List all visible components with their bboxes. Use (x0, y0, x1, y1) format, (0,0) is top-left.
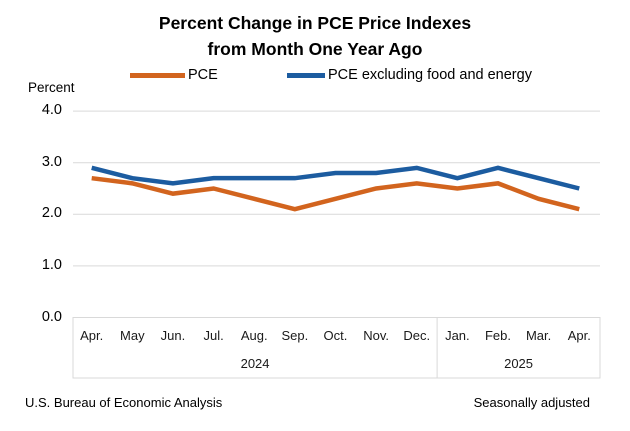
chart-title-line1: Percent Change in PCE Price Indexes (158, 13, 472, 33)
core-pce-line-swatch (287, 72, 325, 78)
legend: PCE PCE excluding food and energy (0, 66, 630, 84)
x-tick-label: Jul. (203, 328, 224, 343)
x-tick-label: May (120, 328, 145, 343)
y-tick-label: 2.0 (41, 205, 62, 222)
legend-label-core-pce: PCE excluding food and energy (328, 67, 532, 83)
x-tick-label: Feb. (484, 328, 512, 343)
chart-title-line2: from Month One Year Ago (207, 39, 423, 59)
x-tick-label: Aug. (240, 328, 268, 343)
x-tick-label: Oct. (323, 328, 348, 343)
y-axis-title: Percent (28, 80, 75, 95)
y-tick-label: 3.0 (41, 153, 62, 170)
x-tick-label: Mar. (525, 328, 552, 343)
chart-title: Percent Change in PCE Price Indexes from… (0, 10, 630, 62)
adjustment-note: Seasonally adjusted (473, 395, 590, 410)
y-tick-label: 4.0 (41, 102, 62, 119)
x-axis-label-box (72, 317, 601, 379)
year-label: 2025 (504, 356, 534, 371)
series-line-pce (91, 175, 580, 212)
x-tick-label: Apr. (567, 328, 591, 343)
legend-item-pce: PCE (130, 66, 218, 84)
x-tick-label: Sep. (281, 328, 309, 343)
source-attribution: U.S. Bureau of Economic Analysis (25, 395, 223, 410)
x-tick-label: Jun. (160, 328, 186, 343)
year-label: 2024 (240, 356, 270, 371)
y-tick-label: 1.0 (41, 256, 62, 273)
legend-item-core-pce: PCE excluding food and energy (287, 66, 532, 84)
x-tick-label: Jan. (445, 328, 470, 343)
x-tick-label: Dec. (403, 328, 431, 343)
y-tick-label: 0.0 (41, 308, 62, 325)
pce-line-swatch (130, 72, 185, 78)
x-tick-label: Nov. (363, 328, 389, 343)
legend-label-pce: PCE (188, 67, 218, 83)
x-tick-label: Apr. (80, 328, 104, 343)
series-line-core-pce (91, 165, 580, 191)
